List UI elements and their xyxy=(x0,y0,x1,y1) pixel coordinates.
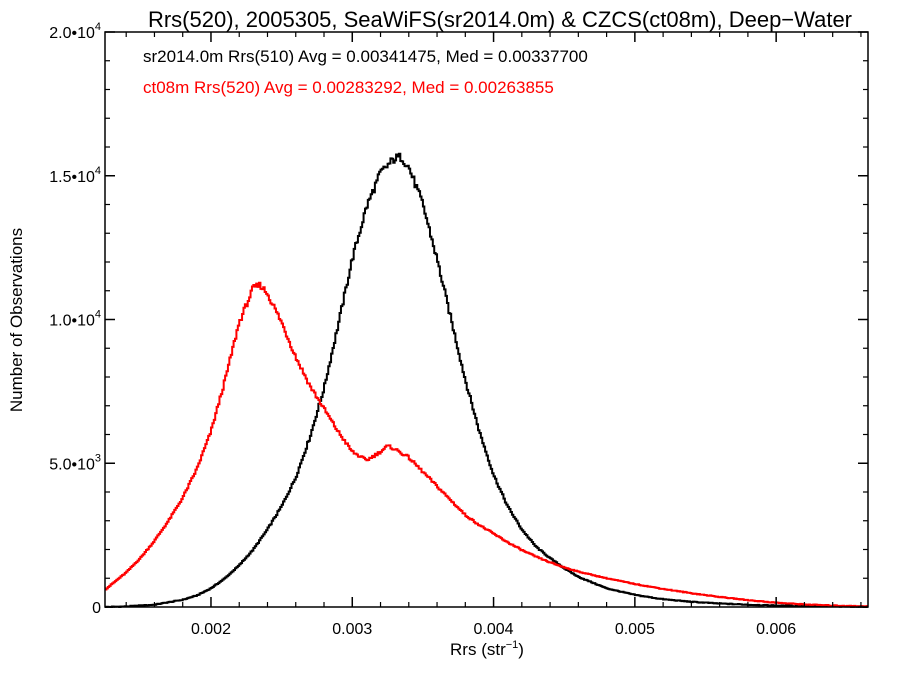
y-tick-label: 5.0•103 xyxy=(49,452,101,473)
series-layer xyxy=(105,152,868,608)
plot-frame xyxy=(104,31,869,608)
y-tick-label-exponent: 4 xyxy=(95,309,101,321)
y-tick-label-base: 1.0•10 xyxy=(49,313,95,330)
y-tick-label: 1.0•104 xyxy=(49,309,101,330)
y-tick-label-base: 1.5•10 xyxy=(49,169,95,186)
chart-title: Rrs(520), 2005305, SeaWiFS(sr2014.0m) & … xyxy=(148,7,852,32)
x-axis-label-base: Rrs (str xyxy=(450,640,506,659)
x-tick-label: 0.006 xyxy=(756,621,796,638)
y-tick-label-exponent: 4 xyxy=(95,165,101,177)
y-tick-label: 0 xyxy=(92,600,101,617)
series-line-ct08m xyxy=(105,281,868,608)
y-tick-label-base: 2.0•10 xyxy=(49,25,95,42)
x-tick-label: 0.005 xyxy=(615,621,655,638)
legend-entry-ct08m: ct08m Rrs(520) Avg = 0.00283292, Med = 0… xyxy=(143,78,554,97)
legend-entry-sr2014: sr2014.0m Rrs(510) Avg = 0.00341475, Med… xyxy=(143,47,588,66)
x-axis-label-tail: ) xyxy=(518,640,524,659)
x-tick-label: 0.002 xyxy=(191,621,231,638)
y-tick-label-exponent: 3 xyxy=(95,452,101,464)
y-tick-label-exponent: 4 xyxy=(95,21,101,33)
x-tick-label: 0.003 xyxy=(332,621,372,638)
y-tick-label-base: 0 xyxy=(92,600,101,617)
x-axis-label-exponent: −1 xyxy=(506,639,519,651)
x-axis-label: Rrs (str−1) xyxy=(450,639,524,659)
y-axis-label: Number of Observations xyxy=(7,228,26,412)
x-tick-label: 0.004 xyxy=(474,621,514,638)
series-line-sr2014.0m xyxy=(105,152,868,608)
y-tick-label: 2.0•104 xyxy=(49,21,101,42)
y-tick-label: 1.5•104 xyxy=(49,165,101,186)
x-axis-ticks: 0.002 0.003 0.004 0.005 0.006 xyxy=(125,32,862,638)
y-tick-label-base: 5.0•10 xyxy=(49,456,95,473)
